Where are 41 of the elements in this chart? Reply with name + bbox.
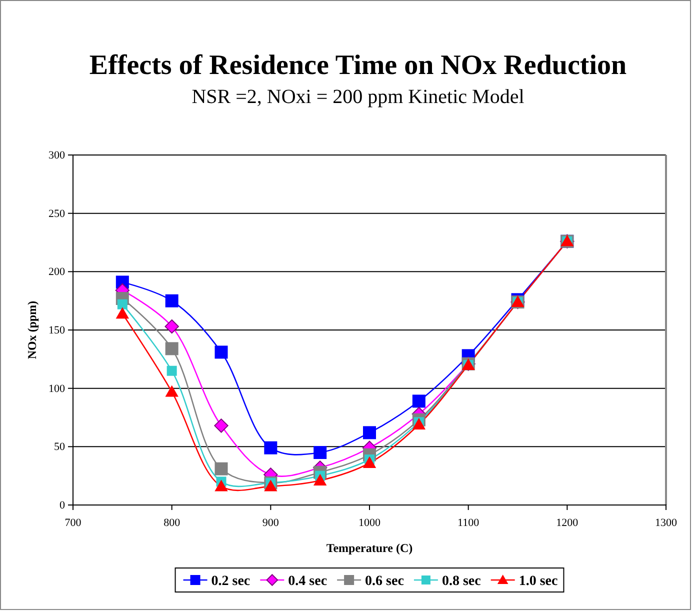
y-tick-label: 100 [48,382,66,395]
point [214,346,228,359]
point [214,462,228,476]
point [412,394,426,408]
y-tick-label: 50 [54,441,66,454]
y-tick-label: 200 [48,266,66,278]
point [165,385,178,397]
x-tick-label: 900 [262,517,280,530]
x-axis-title: Temperature (C) [326,541,413,555]
x-tick-label: 1100 [458,517,480,530]
legend-label: 1.0 sec [518,574,558,589]
point [165,294,178,308]
legend-label: 0.8 sec [442,574,481,589]
point [117,299,128,310]
point [165,342,178,356]
y-tick-label: 300 [48,150,66,162]
point [264,441,278,454]
legend-label: 0.4 sec [288,574,328,589]
y-axis-title: NOx (ppm) [25,300,39,360]
x-tick-label: 1200 [556,517,579,530]
y-tick-label: 150 [48,324,66,337]
legend-label: 0.2 sec [211,574,250,589]
y-tick-label: 250 [48,208,66,220]
x-tick-label: 1300 [655,517,678,530]
x-tick-label: 800 [164,517,181,530]
point [164,319,179,334]
x-tick-label: 1000 [358,517,381,530]
legend-label: 0.6 sec [365,574,404,589]
point [264,480,278,492]
y-tick-label: 0 [60,500,66,512]
point [313,474,327,486]
point [314,446,327,459]
chart-subtitle: NSR =2, NOxi = 200 ppm Kinetic Model [192,86,525,108]
point [214,418,228,433]
point [214,480,228,492]
point [363,426,376,440]
point [116,307,130,319]
x-tick-label: 700 [64,517,82,530]
chart-title: Effects of Residence Time on NOx Reduction [89,50,627,81]
point [166,366,177,376]
point [362,456,376,468]
